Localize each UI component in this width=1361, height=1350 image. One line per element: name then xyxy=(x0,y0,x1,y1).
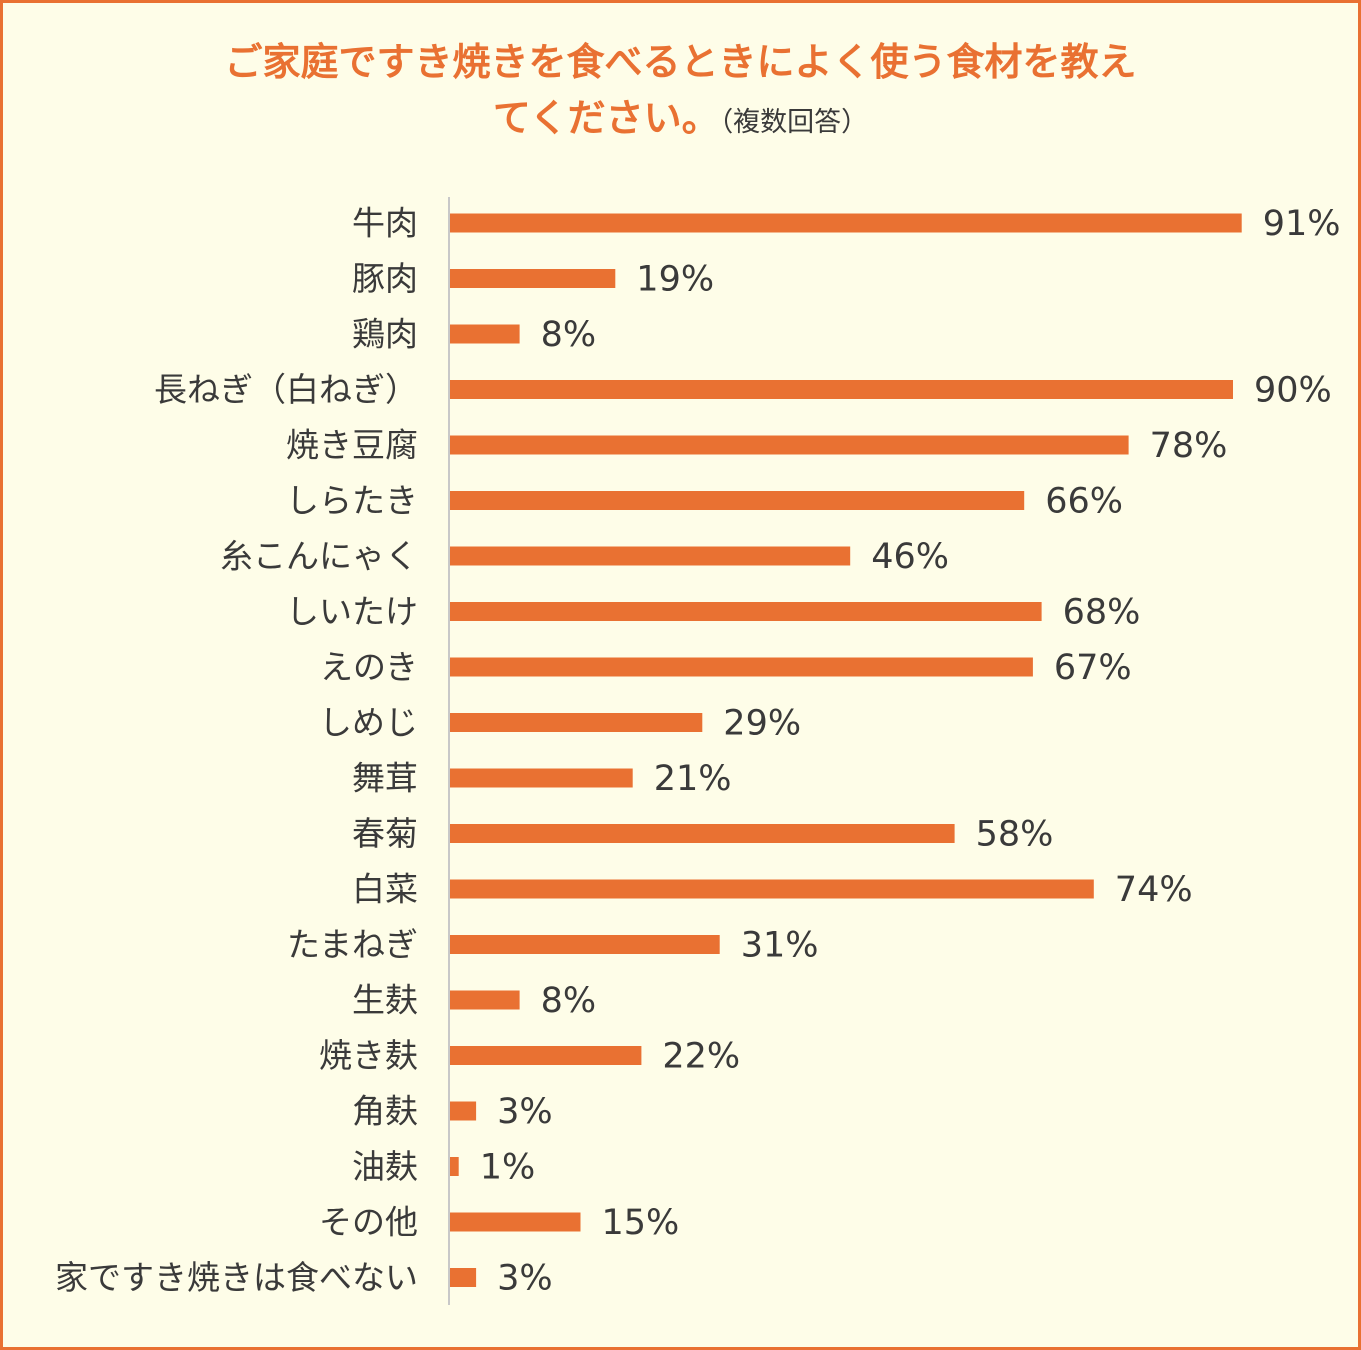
category-label: 牛肉 xyxy=(352,204,418,243)
value-label: 66% xyxy=(1045,482,1123,522)
bar xyxy=(450,435,1129,455)
category-label: 白菜 xyxy=(352,870,418,909)
value-label: 58% xyxy=(976,815,1054,855)
chart-title-note: （複数回答） xyxy=(719,107,869,138)
bar xyxy=(450,1101,477,1121)
category-label: たまねぎ xyxy=(287,925,418,964)
bar xyxy=(450,824,955,843)
value-label: 21% xyxy=(654,759,732,799)
bar xyxy=(450,491,1025,510)
bar xyxy=(450,657,1033,677)
bar xyxy=(450,1212,581,1232)
category-label: 家ですき焼きは食べない xyxy=(55,1258,418,1297)
value-label: 67% xyxy=(1054,648,1132,688)
bar xyxy=(450,546,851,566)
bar xyxy=(450,1046,642,1065)
value-label: 8% xyxy=(541,981,597,1021)
chart-title: ご家庭ですき焼きを食べるときによく使う食材を教え てください。（複数回答） xyxy=(0,34,1361,151)
value-label: 8% xyxy=(541,315,597,355)
value-label: 22% xyxy=(662,1037,740,1077)
bars xyxy=(450,213,1242,1287)
chart-title-line-2: てください。（複数回答） xyxy=(0,90,1361,151)
bar xyxy=(450,1268,477,1287)
bar xyxy=(450,213,1242,233)
bar xyxy=(450,269,616,288)
bar xyxy=(450,602,1042,621)
category-label: 豚肉 xyxy=(352,259,418,298)
category-label: しめじ xyxy=(319,703,418,742)
value-label: 74% xyxy=(1115,870,1193,910)
category-label: 春菊 xyxy=(352,814,418,853)
category-label: その他 xyxy=(319,1203,418,1242)
category-label: 焼き麸 xyxy=(319,1036,418,1075)
value-label: 29% xyxy=(723,704,801,744)
category-label: 舞茸 xyxy=(352,759,418,798)
value-label: 46% xyxy=(871,537,949,577)
chart-title-line-2-main: てください。 xyxy=(492,96,720,140)
value-label: 3% xyxy=(497,1092,553,1132)
bar xyxy=(450,768,633,788)
category-label: しらたき xyxy=(286,481,418,520)
category-label: しいたけ xyxy=(286,592,418,631)
bar xyxy=(450,1157,459,1176)
bar xyxy=(450,990,520,1010)
chart-title-line-1: ご家庭ですき焼きを食べるときによく使う食材を教え xyxy=(224,40,1137,84)
bar xyxy=(450,324,520,344)
category-label: 糸こんにゃく xyxy=(220,537,418,576)
value-label: 31% xyxy=(741,926,819,966)
value-label: 3% xyxy=(497,1259,553,1299)
value-label: 15% xyxy=(602,1203,680,1243)
value-label: 1% xyxy=(480,1148,536,1188)
category-label: 長ねぎ（白ねぎ） xyxy=(154,370,418,409)
value-label: 78% xyxy=(1150,426,1228,466)
bar xyxy=(450,713,703,732)
category-label: 生麸 xyxy=(352,981,418,1020)
category-label: 鶏肉 xyxy=(352,315,418,354)
value-label: 91% xyxy=(1263,204,1341,244)
category-label: えのき xyxy=(320,648,418,687)
value-label: 19% xyxy=(636,260,714,300)
value-label: 68% xyxy=(1063,593,1141,633)
category-label: 角麸 xyxy=(352,1092,418,1131)
category-label: 油麸 xyxy=(352,1147,418,1186)
category-label: 焼き豆腐 xyxy=(286,426,418,465)
bar xyxy=(450,935,720,954)
value-label: 90% xyxy=(1254,371,1332,411)
bar xyxy=(450,879,1094,899)
bar xyxy=(450,380,1233,399)
value-labels: 91% 19% 8% 90% 78% 66% 46% 68% 67% 29% 21% 58% 74% 31… xyxy=(480,204,1341,1299)
